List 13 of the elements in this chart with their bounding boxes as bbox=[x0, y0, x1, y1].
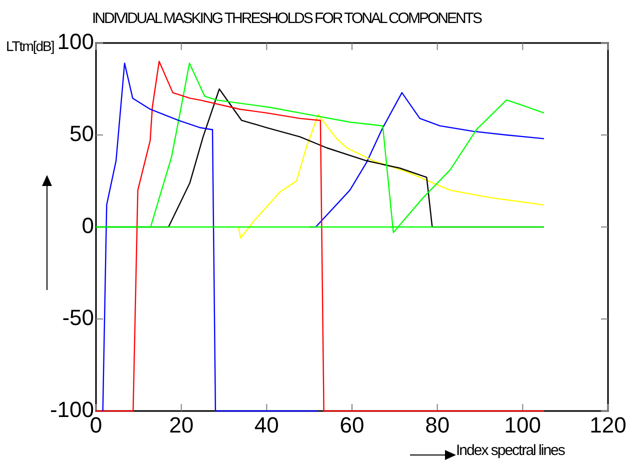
y-axis-title: LTtm[dB] bbox=[6, 38, 54, 54]
y-tick-label: 50 bbox=[70, 121, 94, 146]
x-tick-label: 20 bbox=[169, 412, 194, 438]
x-tick-label: 60 bbox=[340, 412, 364, 438]
x-tick-label: 40 bbox=[254, 412, 279, 438]
y-tick-label: 100 bbox=[57, 29, 94, 54]
x-tick-label: 100 bbox=[504, 412, 542, 438]
chart-title: INDIVIDUAL MASKING THRESHOLDS FOR TONAL COMPONENTS bbox=[92, 10, 481, 27]
x-tick-label: 120 bbox=[590, 412, 626, 438]
y-tick-label: 0 bbox=[82, 213, 94, 238]
y-tick-label: -50 bbox=[62, 305, 94, 330]
x-axis-title: Index spectral lines bbox=[456, 442, 564, 459]
x-tick-label: 80 bbox=[425, 412, 450, 438]
